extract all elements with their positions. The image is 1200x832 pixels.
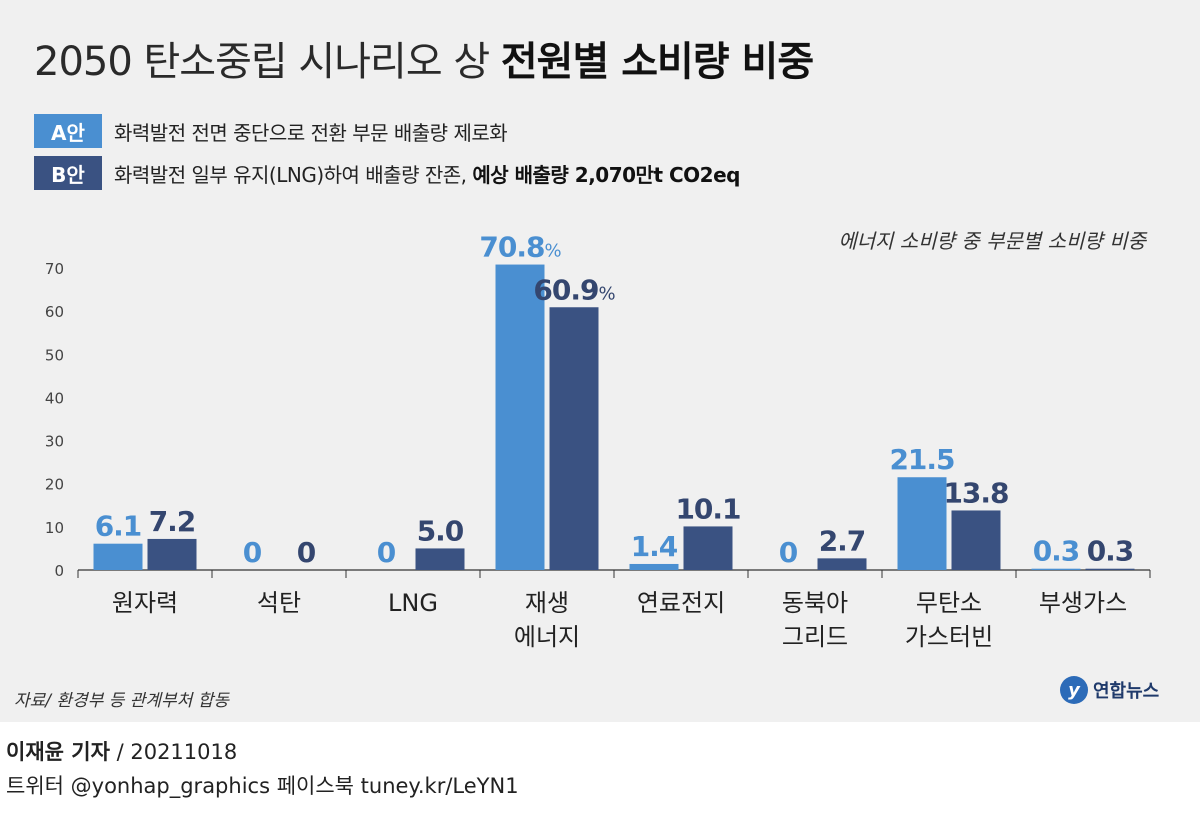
reporter-name: 이재윤 기자	[6, 740, 110, 764]
data-label: 0.3	[1087, 535, 1134, 568]
bar	[415, 548, 465, 570]
x-tick-label: 무탄소	[916, 589, 982, 617]
data-label: 0	[297, 536, 316, 569]
data-label: 5.0	[417, 514, 464, 547]
title-bold: 전원별 소비량 비중	[500, 39, 814, 85]
chart-panel	[0, 0, 1200, 722]
legend-b: B안 화력발전 일부 유지(LNG)하여 배출량 잔존, 예상 배출량 2,07…	[34, 156, 740, 190]
legend-a-badge: A안	[34, 114, 102, 148]
data-label: 0	[377, 536, 396, 569]
y-tick-label: 70	[45, 260, 64, 278]
x-tick-label: 연료전지	[637, 589, 725, 617]
y-tick-label: 30	[45, 433, 64, 451]
x-tick-label: 부생가스	[1039, 589, 1127, 617]
x-tick-label: 가스터빈	[905, 623, 993, 651]
title-light: 2050 탄소중립 시나리오 상	[34, 39, 490, 85]
credit-date: / 20211018	[109, 740, 238, 764]
chart-subtitle: 에너지 소비량 중 부문별 소비량 비중	[838, 229, 1147, 253]
bar	[147, 538, 197, 570]
data-label: 60.9%	[533, 273, 615, 306]
y-tick-label: 0	[54, 562, 64, 580]
data-label: 70.8%	[479, 231, 561, 264]
bar	[817, 558, 867, 570]
legend-b-text-bold: 예상 배출량 2,070만t CO2eq	[472, 162, 740, 187]
data-label: 7.2	[149, 505, 196, 538]
data-label: 1.4	[631, 530, 678, 563]
bar	[683, 526, 733, 570]
y-tick-label: 20	[45, 476, 64, 494]
bar	[495, 264, 545, 570]
bar	[629, 563, 679, 570]
source-note: 자료/ 환경부 등 관계부처 합동	[14, 691, 230, 711]
x-tick-label: 석탄	[257, 589, 301, 617]
yonhap-logo-text: 연합뉴스	[1093, 681, 1160, 702]
bar	[1031, 568, 1081, 570]
y-tick-label: 10	[45, 519, 64, 537]
y-tick-label: 50	[45, 346, 64, 364]
page-title: 2050 탄소중립 시나리오 상 전원별 소비량 비중	[34, 36, 814, 88]
legend-b-text: 화력발전 일부 유지(LNG)하여 배출량 잔존,	[114, 162, 467, 187]
bar	[549, 307, 599, 570]
bar	[93, 543, 143, 570]
x-tick-label: 동북아	[782, 589, 848, 617]
legend-a: A안 화력발전 전면 중단으로 전환 부문 배출량 제로화	[34, 114, 508, 148]
y-tick-label: 60	[45, 303, 64, 321]
bar	[1085, 568, 1135, 570]
x-tick-label: LNG	[388, 589, 438, 617]
x-tick-label: 에너지	[514, 623, 580, 651]
data-label: 10.1	[675, 492, 740, 525]
bar	[951, 510, 1001, 570]
y-tick-label: 40	[45, 389, 64, 407]
data-label: 6.1	[95, 510, 142, 543]
bar	[897, 477, 947, 570]
x-tick-label: 재생	[525, 589, 569, 617]
x-tick-label: 원자력	[112, 589, 178, 617]
yonhap-logo-icon: y	[1060, 676, 1088, 704]
legend-b-text-wrap: 화력발전 일부 유지(LNG)하여 배출량 잔존, 예상 배출량 2,070만t…	[114, 159, 740, 188]
yonhap-logo: y 연합뉴스	[1060, 676, 1159, 704]
data-label: 2.7	[819, 524, 866, 557]
legend-b-badge: B안	[34, 156, 102, 190]
data-label: 0	[779, 536, 798, 569]
bar-chart: 에너지 소비량 중 부문별 소비량 비중 0 10 20 30 40 50 60 70 6.1 7.…	[45, 229, 1151, 651]
data-label: 13.8	[943, 476, 1008, 509]
reporter-credit: 이재윤 기자 / 20211018	[6, 736, 237, 766]
data-label: 0	[243, 536, 262, 569]
social-credit: 트위터 @yonhap_graphics 페이스북 tuney.kr/LeYN1	[6, 774, 519, 798]
x-tick-label: 그리드	[782, 623, 848, 651]
data-label: 0.3	[1033, 535, 1080, 568]
legend-a-text: 화력발전 전면 중단으로 전환 부문 배출량 제로화	[114, 120, 508, 145]
data-label: 21.5	[889, 443, 954, 476]
